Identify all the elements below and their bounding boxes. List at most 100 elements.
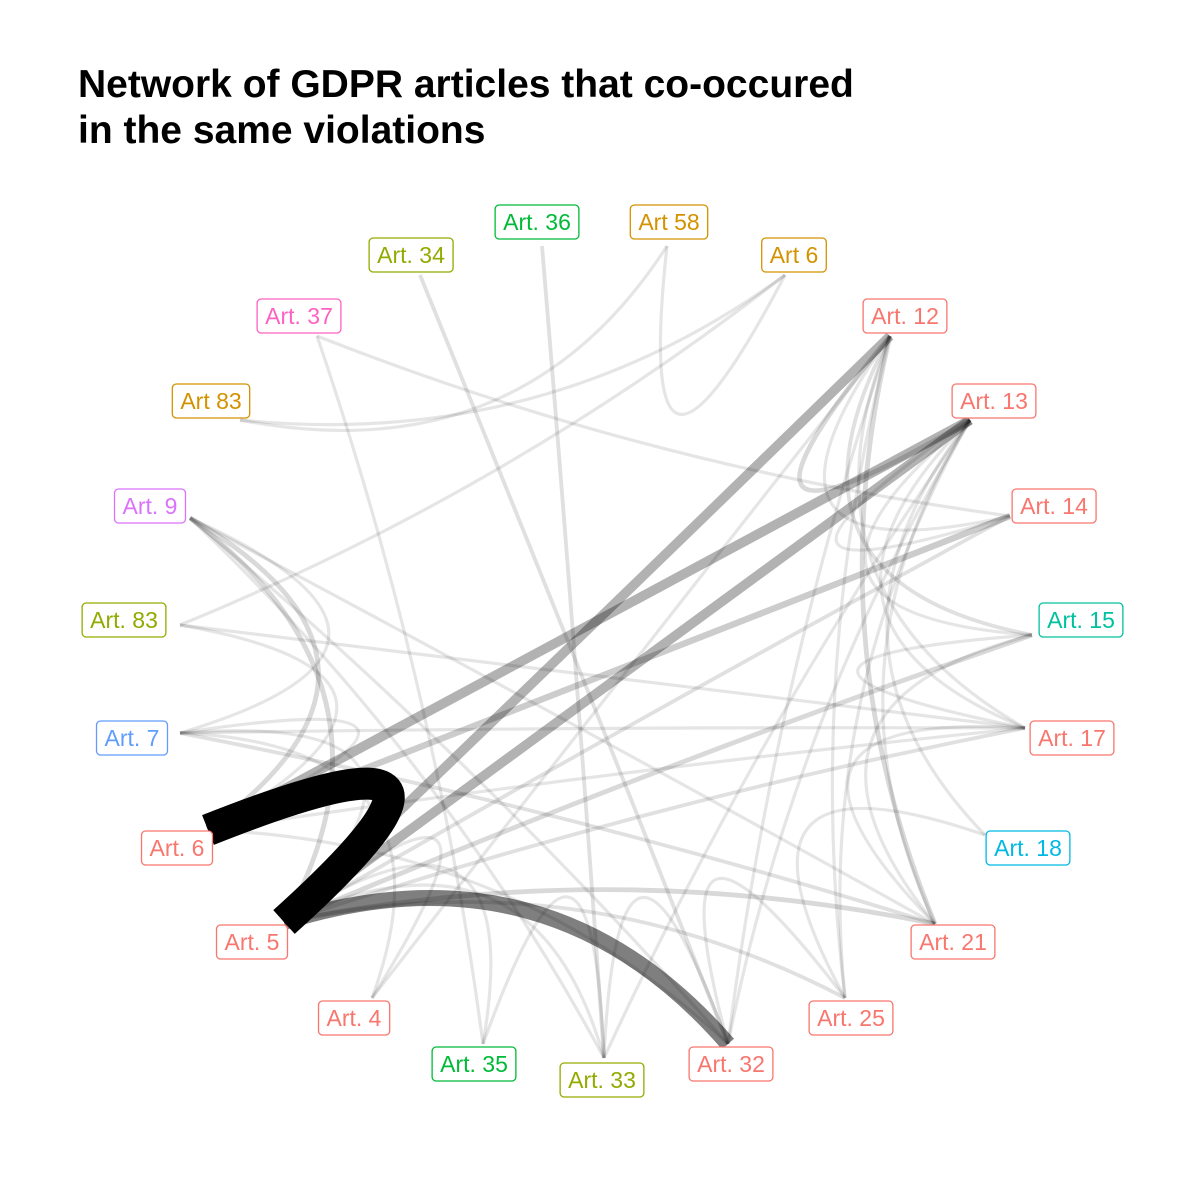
edge-art12-art32 [726, 335, 892, 1045]
edge-art83a-art6b [239, 273, 786, 427]
node-art34: Art. 34 [368, 237, 454, 273]
edge-art58-art83a [239, 245, 669, 432]
edge-art25-art32 [702, 876, 847, 1045]
node-label-art25: Art. 25 [817, 1005, 885, 1031]
edge-art5-art13 [281, 416, 973, 926]
node-label-art5: Art. 5 [225, 929, 280, 955]
edge-art13-art14 [834, 418, 1011, 552]
node-art17: Art. 17 [1029, 720, 1115, 756]
node-art18: Art. 18 [985, 830, 1071, 866]
node-art15: Art. 15 [1038, 602, 1124, 638]
node-label-art7: Art. 7 [105, 725, 160, 751]
edge-art12-art21 [859, 335, 938, 925]
node-label-art83a: Art 83 [180, 388, 241, 414]
node-label-art6: Art. 6 [150, 835, 205, 861]
edge-art13-art18 [885, 419, 987, 837]
node-art7: Art. 7 [95, 720, 169, 756]
edge-art33-art35 [481, 895, 606, 1059]
edge-art15-art17 [856, 633, 1033, 730]
edge-art9-art7 [179, 516, 331, 735]
node-box-art36 [494, 204, 580, 240]
node-label-art14: Art. 14 [1020, 493, 1088, 519]
edge-art13-art15 [863, 418, 1033, 637]
edge-art6-art7 [179, 717, 361, 832]
node-art25: Art. 25 [808, 1000, 894, 1036]
node-label-art12: Art. 12 [871, 303, 939, 329]
node-box-art34 [368, 237, 454, 273]
edge-art5-art14 [283, 514, 1011, 924]
node-art14: Art. 14 [1011, 488, 1097, 524]
node-label-art58: Art 58 [638, 209, 699, 235]
node-box-art35 [431, 1046, 517, 1082]
node-art58: Art 58 [629, 204, 709, 240]
edge-art21-art7 [179, 731, 936, 926]
edge-art6-art17 [207, 726, 1026, 832]
edge-art33-art36 [540, 245, 606, 1059]
edge-art17-art7 [179, 726, 1026, 735]
edge-art13-art21 [881, 419, 972, 925]
node-box-art25 [808, 1000, 894, 1036]
node-label-art6b: Art 6 [770, 242, 819, 268]
edge-art5-art25 [283, 900, 846, 1000]
edge-art12-art13 [797, 334, 972, 493]
chart-title: Network of GDPR articles that co-occured… [78, 62, 1128, 154]
node-box-art9 [113, 488, 187, 524]
node-label-art13: Art. 13 [960, 388, 1028, 414]
node-art35: Art. 35 [431, 1046, 517, 1082]
edge-art5-art7 [179, 729, 367, 924]
edge-art6-art5 [202, 767, 405, 934]
node-label-art15: Art. 15 [1047, 607, 1115, 633]
node-box-art4 [317, 1000, 391, 1036]
edges-layer [179, 245, 1033, 1059]
node-box-art17 [1029, 720, 1115, 756]
edge-art17-art21 [846, 724, 1026, 926]
chart-title-line-2: in the same violations [78, 109, 486, 152]
node-label-art9: Art. 9 [123, 493, 178, 519]
edge-art4-art12 [370, 335, 892, 999]
edge-art37-art14 [316, 334, 1011, 518]
edge-art6-art14 [206, 513, 1012, 833]
edge-art13-art32 [726, 419, 972, 1045]
node-art9: Art. 9 [113, 488, 187, 524]
node-art6b: Art 6 [761, 237, 827, 273]
node-art13: Art. 13 [951, 383, 1037, 419]
node-art37: Art. 37 [256, 298, 342, 334]
node-label-art17: Art. 17 [1038, 725, 1106, 751]
edge-art12-art15 [845, 335, 1033, 637]
node-label-art18: Art. 18 [994, 835, 1062, 861]
edge-art6-art32 [207, 828, 730, 1046]
edge-art33-art9 [188, 516, 606, 1059]
edge-art17-art83b [179, 623, 1026, 730]
edge-art6-art9 [188, 515, 321, 832]
node-label-art35: Art. 35 [440, 1051, 508, 1077]
edge-art32-art9 [188, 516, 730, 1046]
node-box-art13 [951, 383, 1037, 419]
node-art4: Art. 4 [317, 1000, 391, 1036]
node-art83b: Art. 83 [81, 602, 167, 638]
edge-art15-art21 [864, 633, 1033, 926]
node-label-art83b: Art. 83 [90, 607, 158, 633]
edge-art12-art14 [822, 335, 1011, 532]
node-art83a: Art 83 [171, 383, 251, 419]
node-label-art4: Art. 4 [327, 1005, 382, 1031]
edge-art13-art33 [602, 419, 972, 1059]
edge-art83b-art6b [179, 273, 786, 627]
edge-art5-art9 [188, 516, 335, 924]
node-art6: Art. 6 [140, 830, 214, 866]
node-box-art15 [1038, 602, 1124, 638]
node-box-art12 [862, 298, 948, 334]
node-label-art37: Art. 37 [265, 303, 333, 329]
node-box-art32 [688, 1046, 774, 1082]
edge-art6-art83b [179, 623, 339, 832]
edge-art18-art25 [795, 806, 986, 999]
node-label-art33: Art. 33 [568, 1067, 636, 1093]
edge-art5-art35 [283, 863, 493, 1045]
node-box-art33 [559, 1062, 645, 1098]
node-box-art37 [256, 298, 342, 334]
edge-art32-art34 [418, 274, 730, 1045]
edge-art9-art21 [189, 516, 936, 926]
edge-art4-art7 [179, 731, 397, 999]
node-box-art7 [95, 720, 169, 756]
node-art5: Art. 5 [215, 924, 289, 960]
